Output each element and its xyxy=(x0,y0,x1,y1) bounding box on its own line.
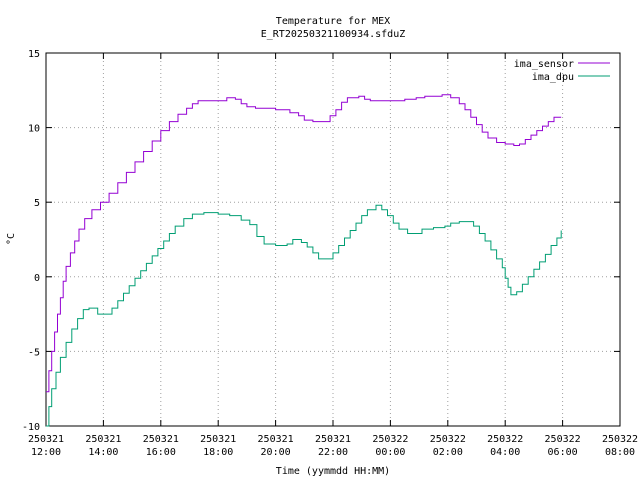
x-axis: 250321 12:00 250321 14:00 250321 16:00 250321 1… xyxy=(28,53,638,458)
y-axis: -10 -5 0 5 10 15 xyxy=(22,49,620,433)
y-tick-label: 15 xyxy=(28,49,40,60)
x-tick-label-date: 250321 xyxy=(143,434,179,445)
x-tick-label-date: 250322 xyxy=(602,434,638,445)
plot-frame xyxy=(45,52,621,427)
y-tick-label: 0 xyxy=(34,273,40,284)
y-tick-label: 5 xyxy=(34,198,40,209)
x-tick-label-time: 08:00 xyxy=(605,447,635,458)
x-tick-label-time: 20:00 xyxy=(261,447,291,458)
x-tick-label-time: 00:00 xyxy=(375,447,405,458)
legend-label-ima-sensor: ima_sensor xyxy=(514,59,574,70)
x-tick-label-time: 02:00 xyxy=(433,447,463,458)
x-tick-label-time: 06:00 xyxy=(548,447,578,458)
x-tick-label-time: 12:00 xyxy=(31,447,61,458)
x-tick-label-date: 250322 xyxy=(372,434,408,445)
y-axis-label: °C xyxy=(6,233,17,245)
y-tick-label: -5 xyxy=(28,347,40,358)
x-tick-label-date: 250321 xyxy=(85,434,121,445)
chart-subtitle: E_RT20250321100934.sfduZ xyxy=(261,29,406,40)
x-tick-label-date: 250322 xyxy=(430,434,466,445)
x-tick-label-date: 250321 xyxy=(200,434,236,445)
grid-lines xyxy=(46,53,620,426)
x-axis-label: Time (yymmdd HH:MM) xyxy=(276,466,390,477)
series-group xyxy=(46,94,562,427)
series-line-ima-sensor xyxy=(46,94,562,393)
series-line-ima-dpu xyxy=(46,204,562,427)
x-tick-label-date: 250321 xyxy=(258,434,294,445)
y-tick-label: 10 xyxy=(28,124,40,135)
x-tick-label-time: 18:00 xyxy=(203,447,233,458)
x-tick-label-time: 04:00 xyxy=(490,447,520,458)
legend-label-ima-dpu: ima_dpu xyxy=(532,72,574,83)
x-tick-label-date: 250322 xyxy=(487,434,523,445)
x-tick-label-date: 250322 xyxy=(545,434,581,445)
x-tick-label-time: 16:00 xyxy=(146,447,176,458)
x-tick-label-date: 250321 xyxy=(28,434,64,445)
x-tick-label-time: 14:00 xyxy=(88,447,118,458)
y-tick-label: -10 xyxy=(22,422,40,433)
x-tick-label-time: 22:00 xyxy=(318,447,348,458)
legend: ima_sensor ima_dpu xyxy=(514,59,610,83)
chart-title: Temperature for MEX xyxy=(276,16,390,27)
x-tick-label-date: 250321 xyxy=(315,434,351,445)
